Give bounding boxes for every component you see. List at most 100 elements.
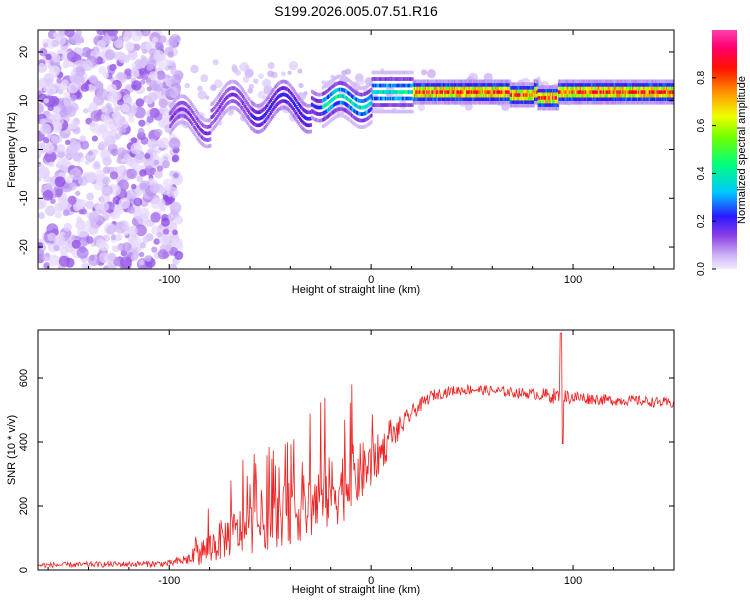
spectrogram-cell <box>629 93 632 98</box>
spectrogram-cell <box>545 85 549 89</box>
spectrogram-cell <box>554 99 557 104</box>
spectrogram-cell <box>122 224 129 231</box>
spectrogram-cell <box>470 93 474 98</box>
spectrogram-cell <box>668 86 671 91</box>
spectrogram-cell <box>510 103 514 108</box>
spectrogram-cell <box>195 136 199 140</box>
spectrogram-cell <box>250 106 253 111</box>
spectrogram-cell <box>355 123 358 128</box>
spectrogram-cell <box>560 83 563 87</box>
spectrogram-cell <box>241 107 245 112</box>
spectrogram-cell <box>497 93 500 98</box>
spectrogram-cell <box>596 79 600 84</box>
spectrogram-cell <box>175 103 178 108</box>
spectrogram-cell <box>420 97 423 101</box>
spectrogram-cell <box>459 100 463 105</box>
spectrogram-cell <box>233 99 236 104</box>
spectrogram-cell <box>515 100 518 104</box>
spectrogram-cell <box>466 79 469 84</box>
spectrogram-cell <box>287 102 291 106</box>
spectrogram-cell <box>183 101 186 106</box>
spectrogram-cell <box>295 111 298 116</box>
spectrogram-cell <box>386 103 389 107</box>
spectrogram-cell <box>485 93 488 98</box>
spectrogram-cell <box>550 106 554 111</box>
spectrogram-cell <box>535 86 538 91</box>
spectrogram-cell <box>443 83 446 87</box>
spectrogram-cell <box>452 100 455 105</box>
spectrogram-cell <box>616 100 619 105</box>
spectrogram-cell <box>370 107 373 111</box>
spectrogram-cell <box>593 93 596 98</box>
spectrogram-cell <box>504 83 508 87</box>
spectrogram-cell <box>608 100 612 105</box>
spectrogram-cell <box>335 108 338 112</box>
spectrogram-cell <box>170 109 173 114</box>
spectrogram-cell <box>495 79 498 84</box>
spectrogram-cell <box>266 116 269 121</box>
spectrogram-cell <box>469 86 472 91</box>
spectrogram-cell <box>406 96 409 101</box>
spectrogram-cell <box>555 99 558 104</box>
spectrogram-cell <box>234 80 237 85</box>
spectrogram-cell <box>176 102 179 107</box>
spectrogram-cell <box>264 98 268 103</box>
spectrogram-cell <box>569 97 572 101</box>
spectrogram-cell <box>458 86 461 91</box>
spectrogram-cell <box>237 108 240 112</box>
spectrogram-cell <box>186 103 189 107</box>
spectrogram-cell <box>382 103 385 107</box>
spectrogram-cell <box>613 93 617 98</box>
snr-series-line <box>38 332 674 569</box>
spectrogram-cell <box>484 79 487 84</box>
spectrogram-cell <box>633 90 636 94</box>
spectrogram-cell <box>561 93 564 98</box>
spectrogram-cell <box>364 104 367 109</box>
spectrogram-cell <box>211 114 214 119</box>
spectrogram-cell <box>430 100 434 105</box>
spectrogram-cell <box>435 100 438 105</box>
spectrogram-cell <box>543 92 546 97</box>
spectrogram-cell <box>567 93 570 98</box>
spectrogram-cell <box>342 88 345 92</box>
spectrogram-cell <box>203 137 206 141</box>
spectrogram-cell <box>629 86 632 91</box>
spectrogram-cell <box>513 82 516 87</box>
spectrogram-cell <box>456 93 459 98</box>
spectrogram-cell <box>396 77 400 81</box>
y-tick-label: -20 <box>18 239 30 255</box>
spectrogram-cell <box>432 100 435 105</box>
spectrogram-cell <box>467 100 470 105</box>
spectrogram-cell <box>487 79 491 84</box>
spectrogram-cell <box>71 239 81 249</box>
spectrogram-cell <box>313 110 316 115</box>
spectrogram-cell <box>220 90 223 94</box>
spectrogram-cell <box>224 103 228 107</box>
spectrogram-cell <box>192 117 195 122</box>
spectrogram-cell <box>662 93 665 98</box>
spectrogram-cell <box>267 114 270 119</box>
spectrogram-cell <box>394 90 397 94</box>
spectrogram-cell <box>623 86 626 91</box>
spectrogram-cell <box>566 79 569 84</box>
spectrogram-cell <box>464 102 473 111</box>
spectrogram-cell <box>319 99 322 103</box>
spectrogram-cell <box>186 116 189 120</box>
spectrogram-cell <box>366 84 369 88</box>
spectrogram-cell <box>611 79 614 84</box>
spectrogram-cell <box>417 83 420 87</box>
spectrogram-cell <box>289 109 292 114</box>
spectrogram-cell <box>69 120 79 130</box>
spectrogram-cell <box>451 93 454 98</box>
spectrogram-cell <box>636 93 640 98</box>
spectrogram-cell <box>69 168 82 181</box>
spectrogram-cell <box>182 101 185 105</box>
spectrogram-cell <box>343 88 346 93</box>
spectrogram-cell <box>645 86 648 91</box>
spectrogram-cell <box>440 93 443 98</box>
spectrogram-cell <box>555 85 558 89</box>
spectrogram-cell <box>261 102 264 106</box>
spectrogram-cell <box>295 105 298 109</box>
spectrogram-cell <box>364 98 367 103</box>
spectrogram-cell <box>371 109 374 114</box>
